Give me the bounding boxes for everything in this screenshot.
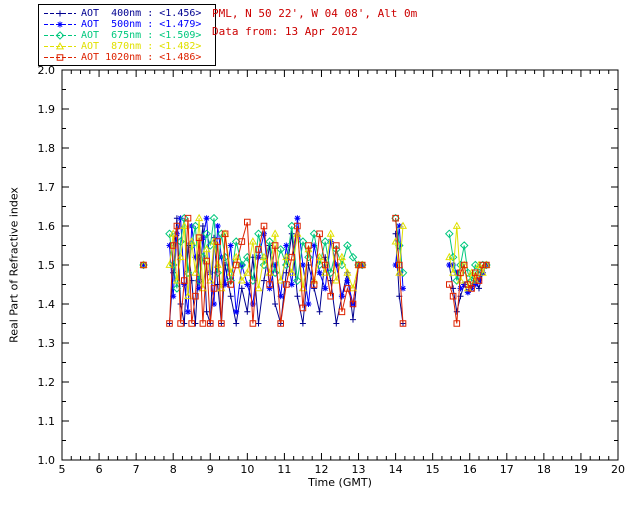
legend-label: AOT 400nm : <1.456> xyxy=(81,8,202,19)
svg-text:1.6: 1.6 xyxy=(38,220,56,233)
series-markers xyxy=(140,215,490,315)
svg-text:1.5: 1.5 xyxy=(38,259,56,272)
x-axis-label: Time (GMT) xyxy=(308,476,372,489)
svg-text:10: 10 xyxy=(240,463,254,476)
legend-swatch xyxy=(44,54,76,61)
svg-text:18: 18 xyxy=(537,463,551,476)
y-axis-label: Real Part of Refractive index xyxy=(7,187,21,343)
svg-text:1.3: 1.3 xyxy=(38,337,56,350)
legend-item: AOT 1020nm : <1.486> xyxy=(43,52,211,63)
legend-label: AOT 1020nm : <1.486> xyxy=(81,52,202,63)
svg-text:14: 14 xyxy=(389,463,403,476)
series-line xyxy=(169,218,487,324)
legend: AOT 400nm : <1.456> AOT 500nm : <1.479> AO… xyxy=(38,4,216,66)
svg-text:5: 5 xyxy=(59,463,66,476)
legend-item: AOT 675nm : <1.509> xyxy=(43,30,211,41)
series-aot-500nm xyxy=(140,215,490,315)
legend-item: AOT 400nm : <1.456> xyxy=(43,8,211,19)
svg-text:19: 19 xyxy=(574,463,588,476)
svg-text:8: 8 xyxy=(170,463,177,476)
svg-text:1.0: 1.0 xyxy=(38,454,56,467)
svg-text:9: 9 xyxy=(207,463,214,476)
svg-text:1.9: 1.9 xyxy=(38,103,56,116)
series-markers xyxy=(139,213,491,293)
svg-text:11: 11 xyxy=(277,463,291,476)
svg-text:17: 17 xyxy=(500,463,514,476)
svg-text:15: 15 xyxy=(426,463,440,476)
legend-item: AOT 870nm : <1.482> xyxy=(43,41,211,52)
svg-text:12: 12 xyxy=(314,463,328,476)
legend-swatch xyxy=(44,31,76,40)
svg-text:20: 20 xyxy=(611,463,625,476)
svg-text:6: 6 xyxy=(96,463,103,476)
legend-label: AOT 870nm : <1.482> xyxy=(81,41,202,52)
svg-text:1.2: 1.2 xyxy=(38,376,56,389)
header-date: Data from: 13 Apr 2012 xyxy=(212,25,358,38)
legend-label: AOT 675nm : <1.509> xyxy=(81,30,202,41)
svg-text:16: 16 xyxy=(463,463,477,476)
legend-swatch xyxy=(44,42,76,50)
series-aot-1020nm xyxy=(140,214,490,327)
svg-text:13: 13 xyxy=(352,463,366,476)
legend-item: AOT 500nm : <1.479> xyxy=(43,19,211,30)
svg-text:2.0: 2.0 xyxy=(38,64,56,77)
header-location: PML, N 50 22', W 04 08', Alt 0m xyxy=(212,7,418,20)
svg-text:1.1: 1.1 xyxy=(38,415,56,428)
legend-label: AOT 500nm : <1.479> xyxy=(81,19,202,30)
axes: 5 6 7 8 9 10 11 12 13 14 15 16 17 18 19 20 1.0 1.1 1.2 1.3 1… xyxy=(38,64,626,476)
svg-text:7: 7 xyxy=(133,463,140,476)
svg-text:1.7: 1.7 xyxy=(38,181,56,194)
svg-text:1.8: 1.8 xyxy=(38,142,56,155)
svg-text:1.4: 1.4 xyxy=(38,298,56,311)
legend-swatch xyxy=(44,10,76,17)
legend-swatch xyxy=(44,21,76,28)
series-markers xyxy=(140,214,490,327)
